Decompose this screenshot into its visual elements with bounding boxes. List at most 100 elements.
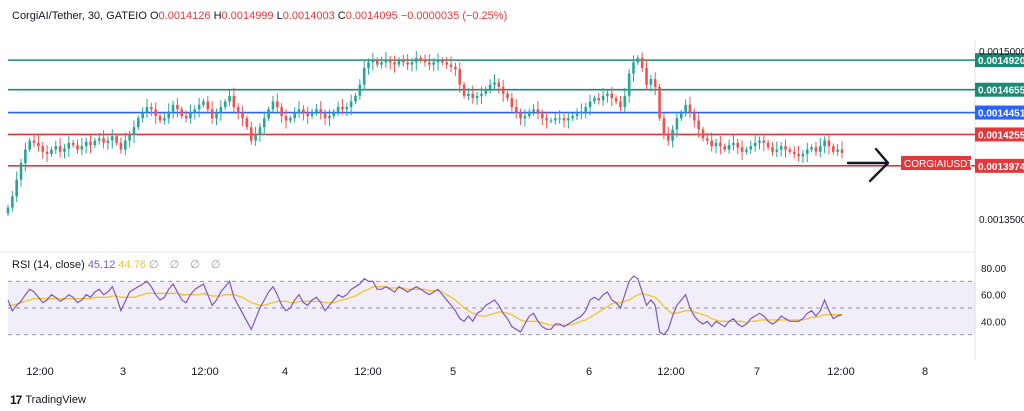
candle-body-78 <box>345 107 349 110</box>
candle-body-182 <box>797 154 800 157</box>
candle-body-162 <box>710 140 713 147</box>
candle-body-175 <box>766 142 770 148</box>
candle-body-86 <box>380 62 383 65</box>
candle-body-24 <box>110 136 114 141</box>
level-tag-3 <box>975 127 1024 142</box>
tradingview-logo-icon: 17 <box>10 393 22 407</box>
rsi-ma-value: 44.76 <box>118 259 146 271</box>
candle-body-116 <box>510 98 514 108</box>
candle-body-15 <box>71 142 75 146</box>
candle-body-20 <box>93 140 97 146</box>
candle-body-122 <box>536 109 540 114</box>
candle-body-151 <box>662 118 666 135</box>
candle-body-189 <box>827 140 831 147</box>
candle-body-68 <box>302 109 305 114</box>
candle-body-96 <box>423 60 427 63</box>
candle-body-17 <box>80 146 84 150</box>
candle-body-134 <box>588 101 592 108</box>
candle-body-149 <box>653 79 657 87</box>
candle-body-57 <box>254 135 257 141</box>
candle-body-131 <box>575 113 579 116</box>
rsi-tick-label-1: 60.00 <box>981 291 1006 302</box>
candle-body-13 <box>63 148 66 152</box>
candle-body-14 <box>67 142 71 149</box>
candle-body-172 <box>753 142 757 147</box>
candle-body-9 <box>45 151 49 154</box>
candle-body-39 <box>176 104 179 110</box>
rsi-tick-label-2: 40.00 <box>981 317 1006 328</box>
candle-body-137 <box>601 95 605 101</box>
candle-body-164 <box>719 142 722 147</box>
candle-body-173 <box>758 140 761 143</box>
candle-body-72 <box>319 109 323 114</box>
tradingview-brand[interactable]: 17 TradingView <box>10 393 86 407</box>
candle-body-70 <box>310 111 314 116</box>
candle-body-0 <box>6 207 10 214</box>
low-label: L <box>276 10 283 22</box>
candle-body-58 <box>258 127 262 135</box>
candle-body-43 <box>193 109 197 113</box>
arrow-icon <box>846 147 890 183</box>
candle-body-42 <box>189 112 192 119</box>
candles <box>6 51 844 217</box>
candle-body-87 <box>384 60 388 63</box>
high-label: H <box>213 10 222 22</box>
candle-body-165 <box>723 146 727 150</box>
time-axis: 12:00 3 12:00 4 12:00 5 6 12:00 7 12:00 8 <box>26 366 928 378</box>
candle-body-89 <box>393 62 396 65</box>
symbol-tag-label: CORGIAIUSDT <box>904 159 973 170</box>
candle-body-90 <box>397 60 401 65</box>
level-tag-4 <box>975 158 1024 173</box>
candle-body-60 <box>267 109 270 119</box>
candle-body-106 <box>467 93 470 96</box>
candle-body-6 <box>32 140 36 143</box>
candle-body-30 <box>137 118 140 128</box>
candle-body-166 <box>727 145 731 150</box>
chart-header: CorgiAI/Tether, 30, GATEIO O0.0014126 H0… <box>12 10 507 22</box>
rsi-label: RSI (14, close) <box>12 259 85 271</box>
candle-body-11 <box>54 146 58 150</box>
candle-body-55 <box>245 118 249 128</box>
level-label-4: 0.0013974 <box>978 162 1024 173</box>
candle-body-105 <box>462 84 466 96</box>
level-tag-1 <box>975 82 1024 97</box>
candle-body-191 <box>836 149 839 152</box>
low-value: 0.0014003 <box>282 10 335 22</box>
time-tick-label-4: 12:00 <box>354 366 382 378</box>
candle-body-115 <box>506 93 509 99</box>
candle-body-147 <box>645 67 648 85</box>
candle-body-114 <box>501 86 505 94</box>
candle-body-4 <box>24 149 27 163</box>
candle-body-44 <box>197 104 201 110</box>
candle-body-190 <box>832 146 835 152</box>
candle-body-80 <box>354 95 357 102</box>
rsi-ma-line <box>8 286 842 326</box>
time-tick-label-9: 12:00 <box>827 366 855 378</box>
rsi-tick-label-0: 80.00 <box>981 264 1006 275</box>
candle-body-54 <box>241 112 244 119</box>
candle-body-168 <box>736 142 740 148</box>
candle-body-85 <box>375 60 379 65</box>
candle-body-159 <box>697 120 700 130</box>
candle-body-56 <box>249 127 253 141</box>
candle-body-91 <box>401 60 405 63</box>
candle-body-136 <box>597 98 601 101</box>
candle-body-133 <box>584 107 588 112</box>
candle-body-183 <box>801 154 805 157</box>
candle-body-26 <box>119 142 123 150</box>
candle-body-120 <box>527 111 531 116</box>
open-label: O <box>149 10 159 22</box>
candle-body-144 <box>632 62 635 74</box>
candle-body-153 <box>671 129 674 141</box>
rsi-line <box>7 275 843 336</box>
candle-body-103 <box>454 66 457 70</box>
candle-body-185 <box>810 147 813 150</box>
candle-body-83 <box>367 62 370 68</box>
candle-body-154 <box>675 118 679 130</box>
symbol-tag <box>901 156 971 170</box>
candle-body-46 <box>206 101 210 110</box>
candle-body-5 <box>28 140 32 150</box>
time-tick-label-0: 12:00 <box>26 366 54 378</box>
candle-body-126 <box>554 118 557 121</box>
